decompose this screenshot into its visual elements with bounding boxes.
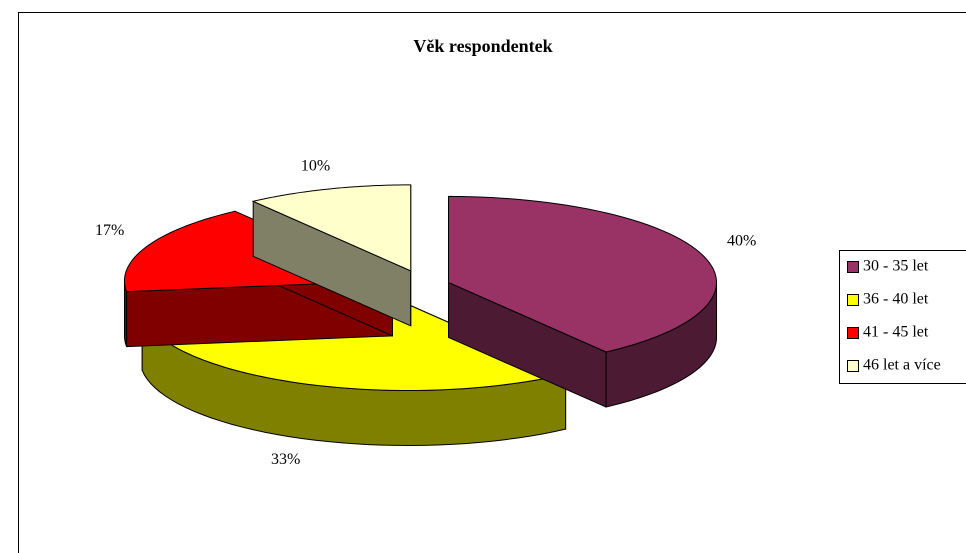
chart-title: Věk respondentek [413,36,552,56]
legend-swatch [847,294,859,306]
slice-top [448,195,717,353]
legend-label: 41 - 45 let [863,324,929,341]
data-label: 40% [727,233,756,250]
legend-swatch [847,327,859,339]
legend-box [839,250,966,384]
data-label: 33% [271,451,300,468]
data-label: 17% [95,222,124,239]
pie-slice [251,184,412,327]
legend-swatch [847,261,859,273]
legend-label: 30 - 35 let [863,258,929,275]
data-label: 10% [301,157,330,174]
pie-slice [448,195,718,408]
legend-label: 36 - 40 let [863,291,929,308]
legend-label: 46 let a více [863,357,941,374]
legend-swatch [847,360,859,372]
slice-top [251,184,412,272]
